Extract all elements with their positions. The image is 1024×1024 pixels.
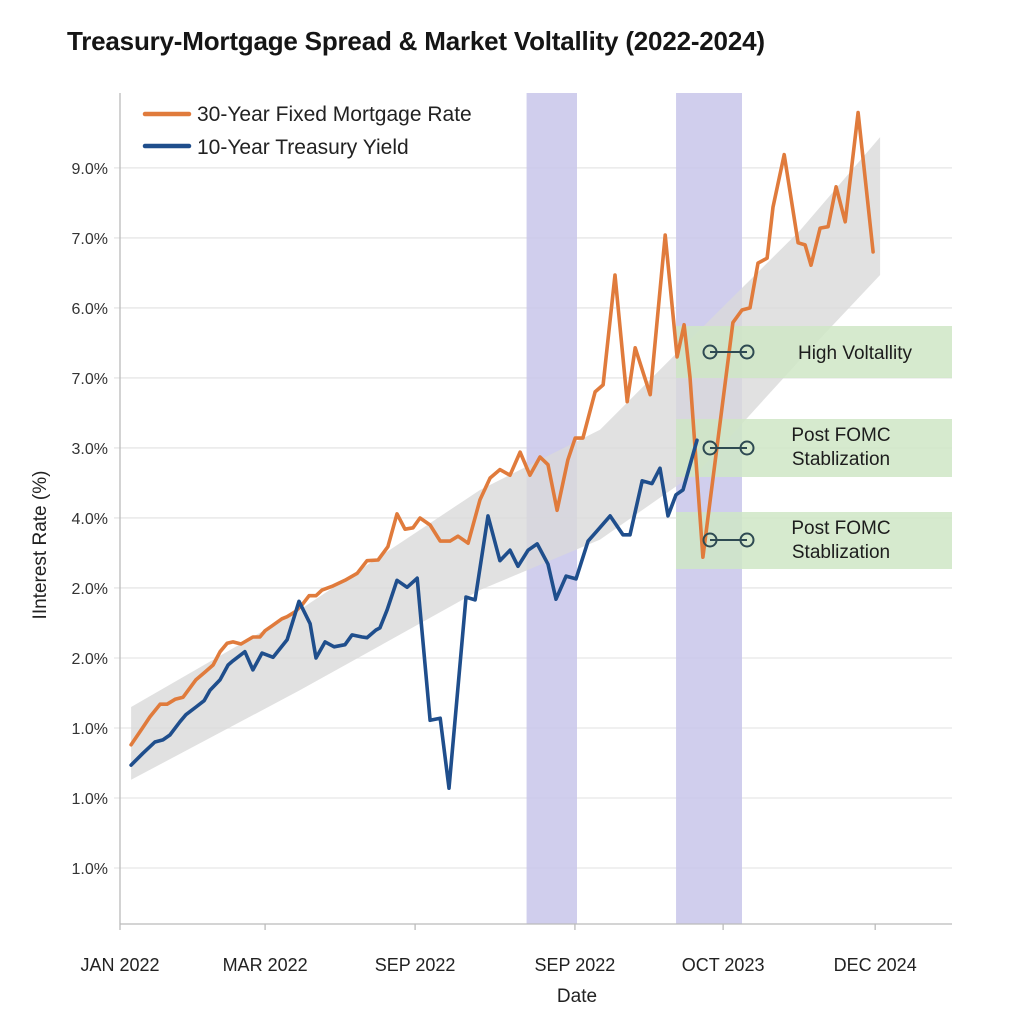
annotation-marker-icon: [702, 344, 718, 360]
annotation-marker-icon: [739, 440, 755, 456]
chart-title: Treasury-Mortgage Spread & Market Voltal…: [67, 26, 765, 56]
annotation-marker-icon: [702, 440, 718, 456]
y-tick-label: 1.0%: [72, 791, 108, 808]
mortgage-rate-line: [129, 110, 875, 747]
annotation-marker-icon: [702, 532, 718, 548]
x-tick-label: SEP 2022: [375, 955, 456, 975]
trend-band: [131, 137, 881, 780]
legend-label-treasury: 10-Year Treasury Yield: [197, 136, 409, 159]
annotation-label: Post FOMC: [791, 425, 890, 446]
y-tick-label: 9.0%: [72, 161, 108, 178]
annotation-label: High Voltallity: [798, 343, 913, 364]
y-tick-label: 1.0%: [72, 721, 108, 738]
y-tick-label: 3.0%: [72, 441, 108, 458]
legend: 30-Year Fixed Mortgage Rate 10-Year Trea…: [142, 103, 472, 159]
x-tick-labels: JAN 2022 MAR 2022 SEP 2022 SEP 2022 OCT 2023…: [80, 955, 916, 975]
annotation-label: Post FOMC: [791, 518, 890, 539]
annotation-label: Stablization: [792, 449, 890, 470]
annotation-label: Stablization: [792, 542, 890, 563]
annotation-markers: High Voltallity Post FOMC Stablization Post…: [702, 343, 913, 563]
series-lines: [129, 110, 875, 790]
annotation-marker-icon: [739, 344, 755, 360]
y-axis-label: IInterest Rate (%): [30, 471, 51, 620]
axes: [119, 93, 952, 930]
y-tick-label: 6.0%: [72, 301, 108, 318]
trend-band-area: [131, 137, 881, 780]
x-tick-label: OCT 2023: [682, 955, 765, 975]
annotation-boxes: [676, 326, 952, 569]
y-tick-labels: 1.0% 1.0% 1.0% 2.0% 2.0% 4.0% 3.0% 7.0% 6.0% 7.0%…: [72, 161, 108, 878]
legend-label-mortgage: 30-Year Fixed Mortgage Rate: [197, 103, 472, 126]
treasury-yield-line: [129, 438, 699, 790]
x-axis-label: Date: [557, 986, 597, 1007]
annotation-marker-icon: [739, 532, 755, 548]
y-tick-label: 7.0%: [72, 231, 108, 248]
y-tick-label: 4.0%: [72, 511, 108, 528]
x-tick-label: JAN 2022: [80, 955, 159, 975]
x-tick-label: MAR 2022: [223, 955, 308, 975]
x-tick-label: DEC 2024: [834, 955, 917, 975]
y-tick-label: 1.0%: [72, 861, 108, 878]
y-tick-label: 7.0%: [72, 371, 108, 388]
y-tick-label: 2.0%: [72, 651, 108, 668]
y-tick-label: 2.0%: [72, 581, 108, 598]
x-tick-label: SEP 2022: [535, 955, 616, 975]
